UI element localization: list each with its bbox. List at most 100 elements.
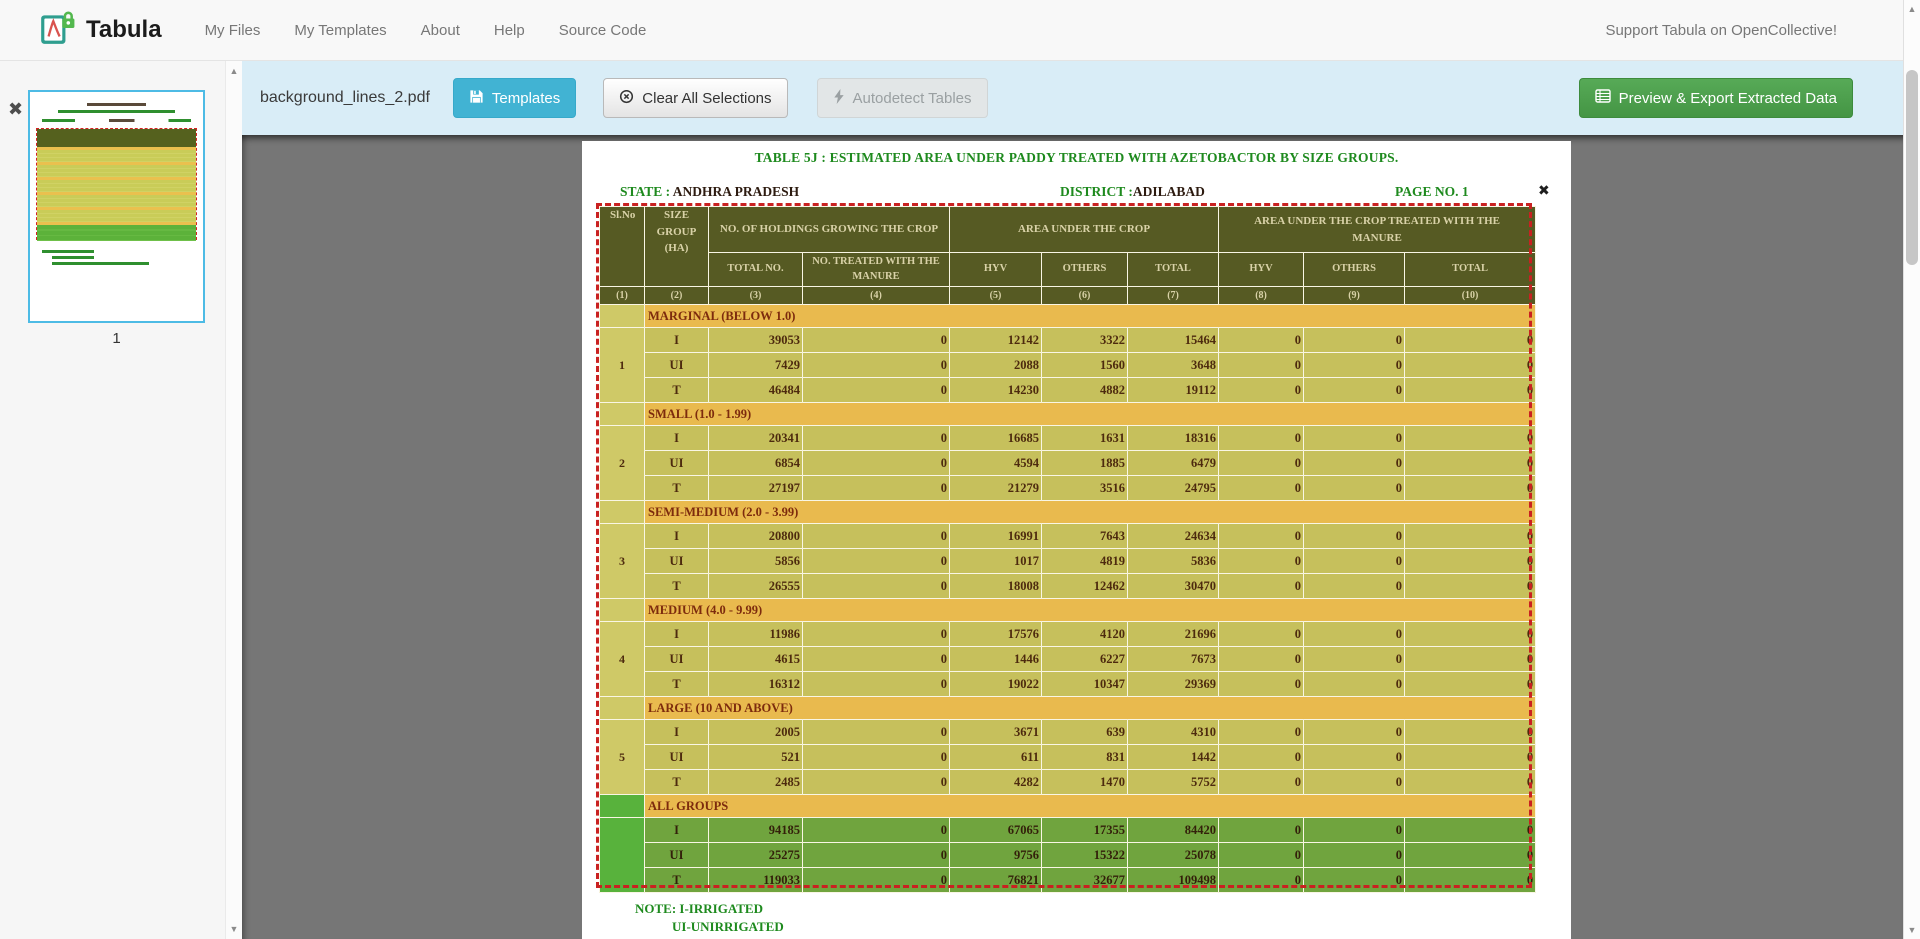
clear-all-selections-button[interactable]: Clear All Selections <box>603 78 788 118</box>
cell: 24634 <box>1127 523 1220 549</box>
cell: 4310 <box>1127 719 1220 745</box>
nav-item-source-code[interactable]: Source Code <box>558 21 647 39</box>
district-label: DISTRICT : <box>1060 184 1133 199</box>
cell: 3322 <box>1041 327 1129 353</box>
brand-name: Tabula <box>86 16 162 43</box>
brand[interactable]: Tabula <box>38 9 162 52</box>
row-type: T <box>644 867 709 893</box>
group-label: SEMI-MEDIUM (2.0 - 3.99) <box>643 500 1537 524</box>
table-title: TABLE 5J : ESTIMATED AREA UNDER PADDY TR… <box>754 150 1399 165</box>
cell: 7429 <box>708 352 803 378</box>
group-label: LARGE (10 AND ABOVE) <box>643 696 1537 720</box>
cell: 0 <box>801 744 951 770</box>
cell: 20800 <box>708 523 803 549</box>
cell: 0 <box>1404 769 1537 795</box>
cell: 0 <box>1303 719 1406 745</box>
row-type: UI <box>644 744 709 770</box>
col-number: (7) <box>1127 286 1220 305</box>
table-selection-box[interactable] <box>596 203 1532 888</box>
subheader: OTHERS <box>1041 252 1129 287</box>
cell: 7643 <box>1041 523 1129 549</box>
slno-cell: 2 <box>599 425 645 501</box>
cell: 9756 <box>949 842 1043 868</box>
table-section-all-groups: ALL GROUPS I 94185 0 67065 17355 84420 0… <box>599 794 1537 893</box>
cell: 0 <box>801 352 951 378</box>
page-no-label: PAGE NO. 1 <box>1395 184 1469 199</box>
thumb-title-line <box>57 110 176 113</box>
thumb-table-header <box>37 129 196 147</box>
table-section-marginal: MARGINAL (BELOW 1.0) 1 I 39053 0 12142 3… <box>599 304 1537 403</box>
cell: 1442 <box>1127 744 1220 770</box>
cell: 1017 <box>949 548 1043 574</box>
cell: 0 <box>1404 817 1537 843</box>
nav-item-my-files[interactable]: My Files <box>204 21 261 39</box>
state-label: STATE : <box>620 184 671 199</box>
table-section-medium: MEDIUM (4.0 - 9.99) 4 I 11986 0 17576 41… <box>599 598 1537 697</box>
cell: 0 <box>1404 744 1537 770</box>
cell: 0 <box>801 842 951 868</box>
cell: 0 <box>1303 646 1406 672</box>
scroll-up-icon[interactable]: ▲ <box>229 66 239 76</box>
scroll-down-icon[interactable]: ▼ <box>1907 925 1917 935</box>
thumb-note-line <box>52 256 94 259</box>
slno-spacer <box>599 598 645 622</box>
header-group-area: AREA UNDER THE CROP <box>949 206 1220 253</box>
cell: 17576 <box>949 621 1043 647</box>
scrollbar-thumb[interactable] <box>1906 70 1918 265</box>
preview-export-button[interactable]: Preview & Export Extracted Data <box>1578 78 1853 118</box>
cell: 26555 <box>708 573 803 599</box>
cell: 0 <box>1404 327 1537 353</box>
row-type: I <box>644 817 709 843</box>
cell: 0 <box>1404 425 1537 451</box>
nav-item-my-templates[interactable]: My Templates <box>294 21 387 39</box>
cell: 0 <box>1218 425 1305 451</box>
row-type: UI <box>644 450 709 476</box>
cell: 109498 <box>1127 867 1220 893</box>
cell: 0 <box>801 817 951 843</box>
cell: 4882 <box>1041 377 1129 403</box>
group-label: MARGINAL (BELOW 1.0) <box>643 304 1537 328</box>
selection-close-icon[interactable]: ✖ <box>1538 182 1550 198</box>
save-template-icon <box>469 89 484 108</box>
scroll-down-icon[interactable]: ▼ <box>229 924 239 934</box>
cell: 0 <box>801 671 951 697</box>
cell: 2005 <box>708 719 803 745</box>
cell: 0 <box>1303 817 1406 843</box>
remove-page-icon[interactable]: ✖ <box>8 99 24 119</box>
cell: 0 <box>1303 425 1406 451</box>
cell: 4594 <box>949 450 1043 476</box>
cell: 29369 <box>1127 671 1220 697</box>
cell: 10347 <box>1041 671 1129 697</box>
page-scrollbar[interactable]: ▲ ▼ <box>1903 0 1920 939</box>
scroll-up-icon[interactable]: ▲ <box>1907 4 1917 14</box>
cell: 0 <box>1404 377 1537 403</box>
cell: 0 <box>801 867 951 893</box>
col-number: (10) <box>1404 286 1537 305</box>
cell: 16685 <box>949 425 1043 451</box>
slno-cell: 4 <box>599 621 645 697</box>
cell: 3516 <box>1041 475 1129 501</box>
district-line: DISTRICT :ADILABAD <box>1060 184 1205 200</box>
header-group-holdings: NO. OF HOLDINGS GROWING THE CROP <box>707 206 951 253</box>
nav-item-about[interactable]: About <box>420 21 460 39</box>
district-value: ADILABAD <box>1132 184 1205 199</box>
slno-cell: 5 <box>599 719 645 795</box>
cell: 3671 <box>949 719 1043 745</box>
subheader: NO. TREATED WITH THE MANURE <box>801 252 951 287</box>
nav-item-help[interactable]: Help <box>493 21 525 39</box>
row-type: T <box>644 475 709 501</box>
row-type: T <box>644 671 709 697</box>
cell: 4819 <box>1041 548 1129 574</box>
templates-button[interactable]: Templates <box>452 78 577 118</box>
page-thumbnail[interactable] <box>28 90 205 323</box>
pdf-page[interactable]: TABLE 5J : ESTIMATED AREA UNDER PADDY TR… <box>582 141 1571 939</box>
subheader: TOTAL <box>1404 252 1537 287</box>
cell: 4615 <box>708 646 803 672</box>
cell: 21279 <box>949 475 1043 501</box>
sidebar-scrollbar[interactable]: ▲ ▼ <box>225 61 242 939</box>
cell: 6227 <box>1041 646 1129 672</box>
support-link[interactable]: Support Tabula on OpenCollective! <box>1605 21 1837 39</box>
cell: 0 <box>1303 621 1406 647</box>
cell: 0 <box>1404 867 1537 893</box>
autodetect-tables-button[interactable]: Autodetect Tables <box>816 78 988 118</box>
